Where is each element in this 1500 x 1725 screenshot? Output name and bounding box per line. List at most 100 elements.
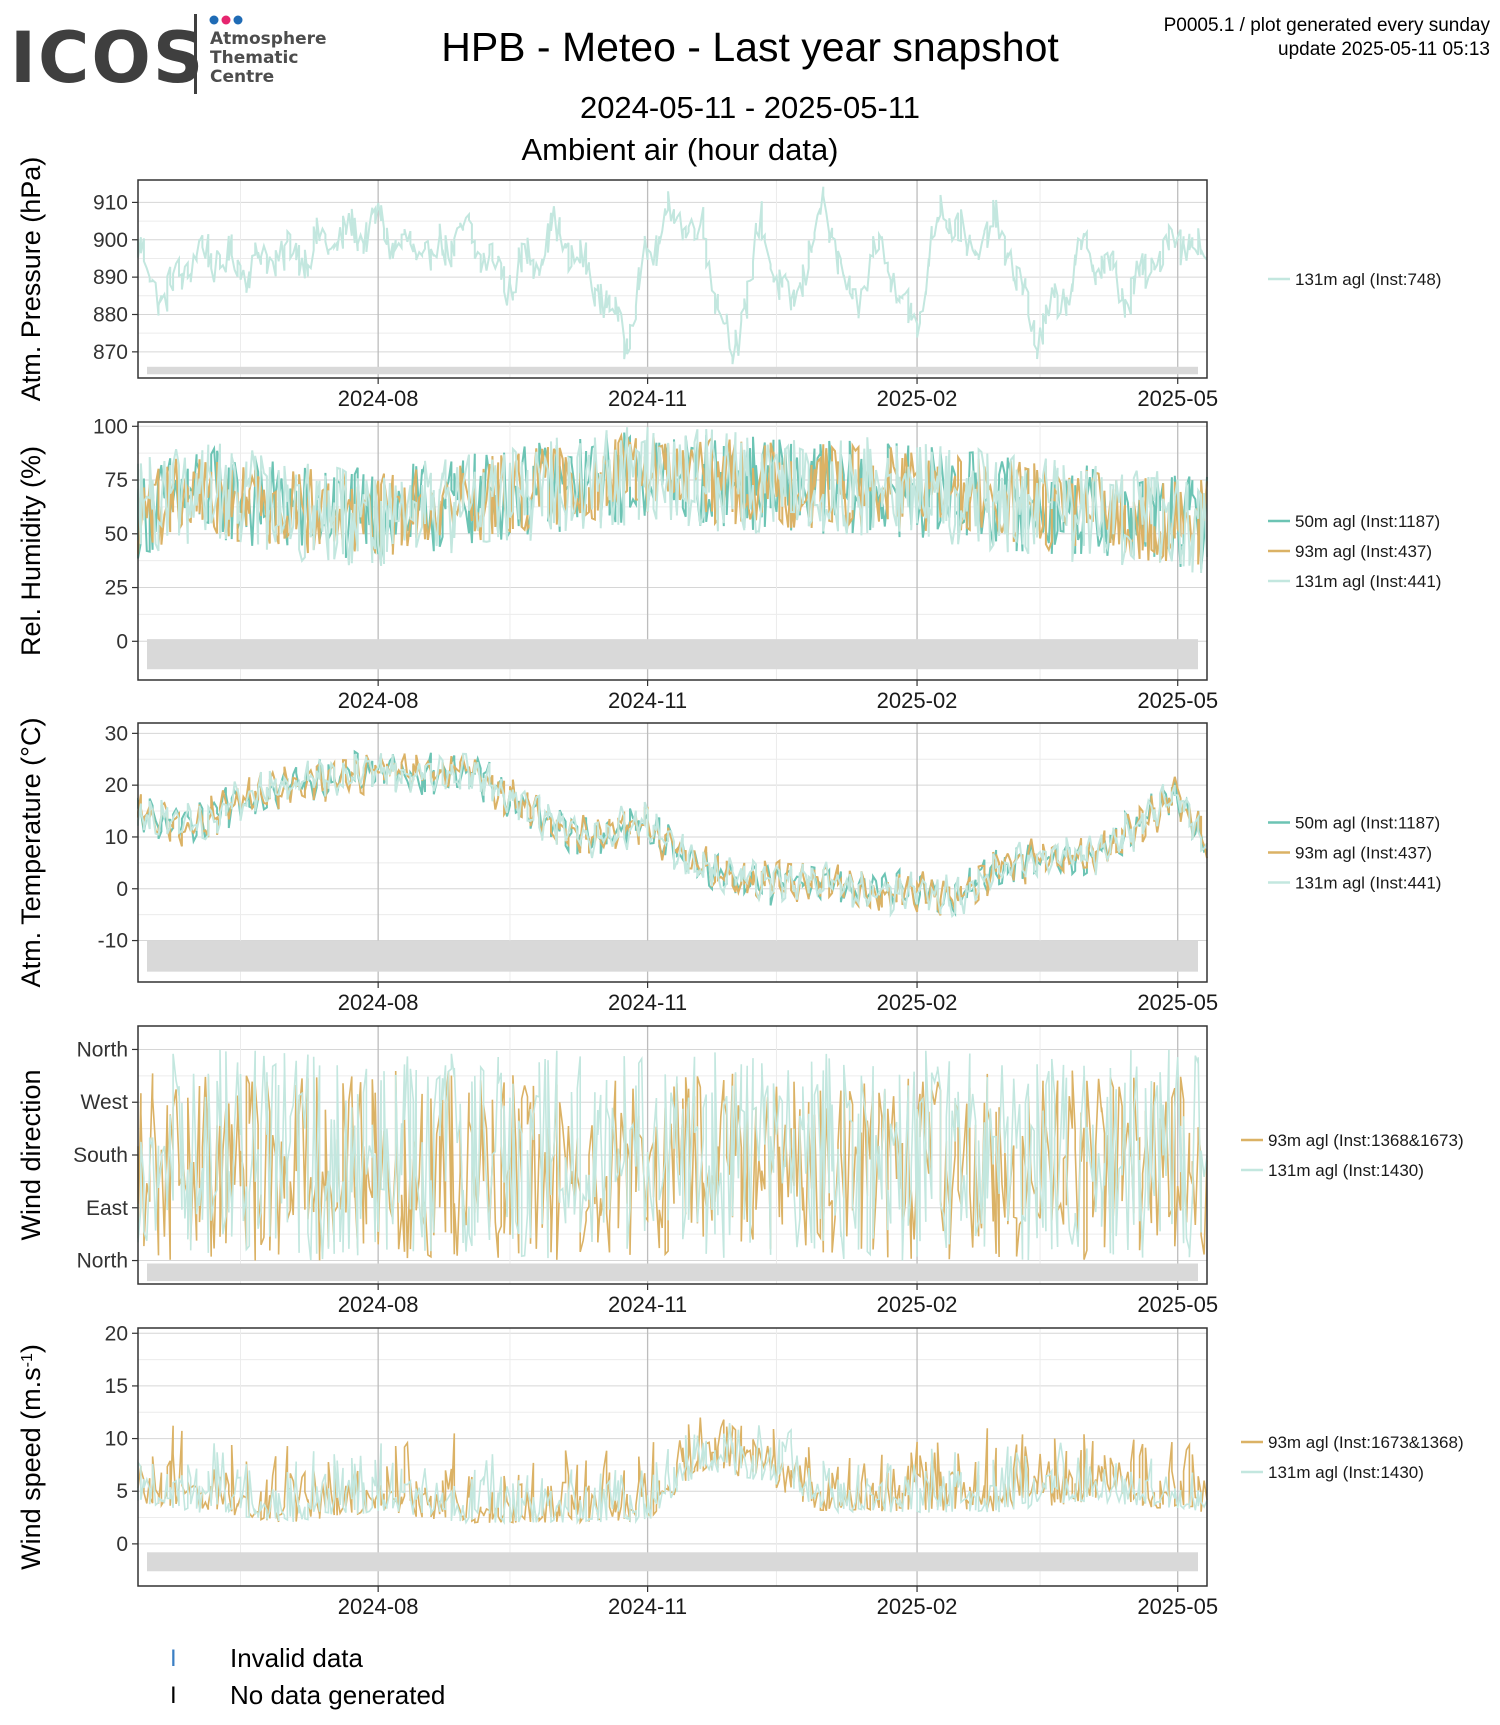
y-tick-label: 5 xyxy=(116,1480,128,1503)
x-tick-label: 2025-02 xyxy=(877,1594,958,1619)
x-tick-label: 2024-08 xyxy=(338,1594,419,1619)
series-line-2 xyxy=(137,1049,1208,1261)
legend-label: 50m agl (Inst:1187) xyxy=(1295,814,1440,833)
x-tick-label: 2024-11 xyxy=(608,1594,687,1619)
series-line-3 xyxy=(137,427,1208,574)
logo-word: ICOS xyxy=(10,17,205,99)
x-tick-label: 2025-02 xyxy=(877,990,958,1015)
x-tick-label: 2025-02 xyxy=(877,386,958,411)
y-tick-label: 870 xyxy=(93,341,128,364)
invalid-mark: I xyxy=(170,1644,177,1672)
legend-nodata: I No data generated xyxy=(170,1677,445,1714)
series-line-1 xyxy=(137,186,1208,365)
x-tick-label: 2025-02 xyxy=(877,688,958,713)
bottom-legend: I Invalid data I No data generated xyxy=(170,1640,445,1714)
y-tick-label: 890 xyxy=(93,266,128,289)
y-tick-label: West xyxy=(81,1091,129,1114)
plot-frame xyxy=(137,421,1208,681)
generation-info: P0005.1 / plot generated every sunday up… xyxy=(1164,14,1490,62)
y-tick-label: 15 xyxy=(105,1375,128,1398)
plot-frame xyxy=(137,179,1208,379)
nodata-label: No data generated xyxy=(230,1680,446,1710)
legend-label: 93m agl (Inst:1673&1368) xyxy=(1268,1433,1464,1452)
y-tick-label: 0 xyxy=(116,630,128,653)
x-tick-label: 2025-02 xyxy=(877,1292,958,1317)
y-tick-label: 880 xyxy=(93,303,128,326)
meta-line-1: P0005.1 / plot generated every sunday xyxy=(1163,15,1490,36)
legend-label: 93m agl (Inst:437) xyxy=(1295,844,1432,863)
panel-2: 100 75 50 25 0 2024-08 2024-11 2025-02 2025-05 Re… xyxy=(16,415,1441,713)
series-line-2 xyxy=(137,1423,1208,1526)
y-tick-label: 910 xyxy=(93,191,128,214)
missing-data-band xyxy=(147,366,1198,375)
y-tick-label: 10 xyxy=(105,1428,128,1451)
x-tick-label: 2024-08 xyxy=(338,990,419,1015)
x-tick-label: 2024-11 xyxy=(608,688,687,713)
y-tick-label: 20 xyxy=(105,1322,128,1345)
x-tick-label: 2024-08 xyxy=(338,1292,419,1317)
y-tick-label: 900 xyxy=(93,229,128,252)
legend-label: 131m agl (Inst:441) xyxy=(1295,874,1441,893)
y-tick-label: 0 xyxy=(116,878,128,901)
legend-label: 131m agl (Inst:441) xyxy=(1295,572,1441,591)
nodata-mark: I xyxy=(170,1681,177,1709)
x-tick-label: 2025-05 xyxy=(1137,990,1218,1015)
y-axis-label: Atm. Temperature (°C) xyxy=(16,718,46,988)
missing-data-band xyxy=(147,639,1198,670)
chart-subtitle: Ambient air (hour data) xyxy=(521,132,839,167)
icos-logo: ICOS Atmosphere Thematic Centre xyxy=(10,14,327,99)
series-line-3 xyxy=(137,752,1208,919)
y-axis-label: Rel. Humidity (%) xyxy=(16,446,46,656)
legend-label: 131m agl (Inst:748) xyxy=(1295,270,1441,289)
y-tick-label: 20 xyxy=(105,774,128,797)
invalid-label: Invalid data xyxy=(230,1643,363,1673)
y-tick-label: 0 xyxy=(116,1533,128,1556)
y-tick-label: 75 xyxy=(105,469,128,492)
y-tick-label: 50 xyxy=(105,523,128,546)
legend-label: 50m agl (Inst:1187) xyxy=(1295,512,1440,531)
y-tick-label: North xyxy=(77,1038,128,1061)
panel-5: 20 15 10 5 0 2024-08 2024-11 2025-02 2025-05 Wind… xyxy=(16,1322,1464,1619)
y-tick-label: 100 xyxy=(93,415,128,438)
logo-sub-3: Centre xyxy=(210,67,274,87)
x-tick-label: 2024-11 xyxy=(608,1292,687,1317)
y-tick-label: -10 xyxy=(98,930,128,953)
chart-title: HPB - Meteo - Last year snapshot xyxy=(441,24,1059,70)
legend-label: 131m agl (Inst:1430) xyxy=(1268,1161,1424,1180)
legend-label: 131m agl (Inst:1430) xyxy=(1268,1463,1424,1482)
y-tick-label: East xyxy=(86,1197,128,1220)
missing-data-band xyxy=(147,1552,1198,1572)
x-tick-label: 2024-08 xyxy=(338,386,419,411)
panel-1: 910 900 890 880 870 2024-08 2024-11 2025-02 2025… xyxy=(16,157,1441,411)
y-axis-label: Wind direction xyxy=(16,1069,46,1240)
legend-label: 93m agl (Inst:437) xyxy=(1295,542,1432,561)
panel-3: 30 20 10 0 -10 2024-08 2024-11 2025-02 2025-05 At… xyxy=(16,718,1441,1015)
date-range: 2024-05-11 - 2025-05-11 xyxy=(579,90,921,125)
missing-data-band xyxy=(147,940,1198,972)
x-tick-label: 2024-11 xyxy=(608,990,687,1015)
x-tick-label: 2025-05 xyxy=(1137,1594,1218,1619)
plot-background xyxy=(138,180,1207,378)
plot-frame xyxy=(137,722,1208,983)
legend-label: 93m agl (Inst:1368&1673) xyxy=(1268,1131,1464,1150)
panel-4: North West South East North 2024-08 2024-11 202… xyxy=(16,1025,1464,1317)
x-tick-label: 2025-05 xyxy=(1137,688,1218,713)
plot-frame xyxy=(137,1327,1208,1587)
y-tick-label: South xyxy=(73,1144,128,1167)
logo-sub-1: Atmosphere xyxy=(210,29,327,49)
x-tick-label: 2024-11 xyxy=(608,386,687,411)
meta-line-2: update 2025-05-11 05:13 xyxy=(1278,39,1490,60)
x-tick-label: 2024-08 xyxy=(338,688,419,713)
y-tick-label: 25 xyxy=(105,577,128,600)
x-tick-label: 2025-05 xyxy=(1137,1292,1218,1317)
y-axis-label: Wind speed (m.s-1) xyxy=(16,1344,46,1570)
logo-sub-2: Thematic xyxy=(210,48,298,68)
y-tick-label: 10 xyxy=(105,826,128,849)
y-axis-label: Atm. Pressure (hPa) xyxy=(16,157,46,402)
legend-invalid: I Invalid data xyxy=(170,1640,445,1677)
y-tick-label: North xyxy=(77,1250,128,1273)
x-tick-label: 2025-05 xyxy=(1137,386,1218,411)
missing-data-band xyxy=(147,1263,1198,1282)
y-tick-label: 30 xyxy=(105,722,128,745)
